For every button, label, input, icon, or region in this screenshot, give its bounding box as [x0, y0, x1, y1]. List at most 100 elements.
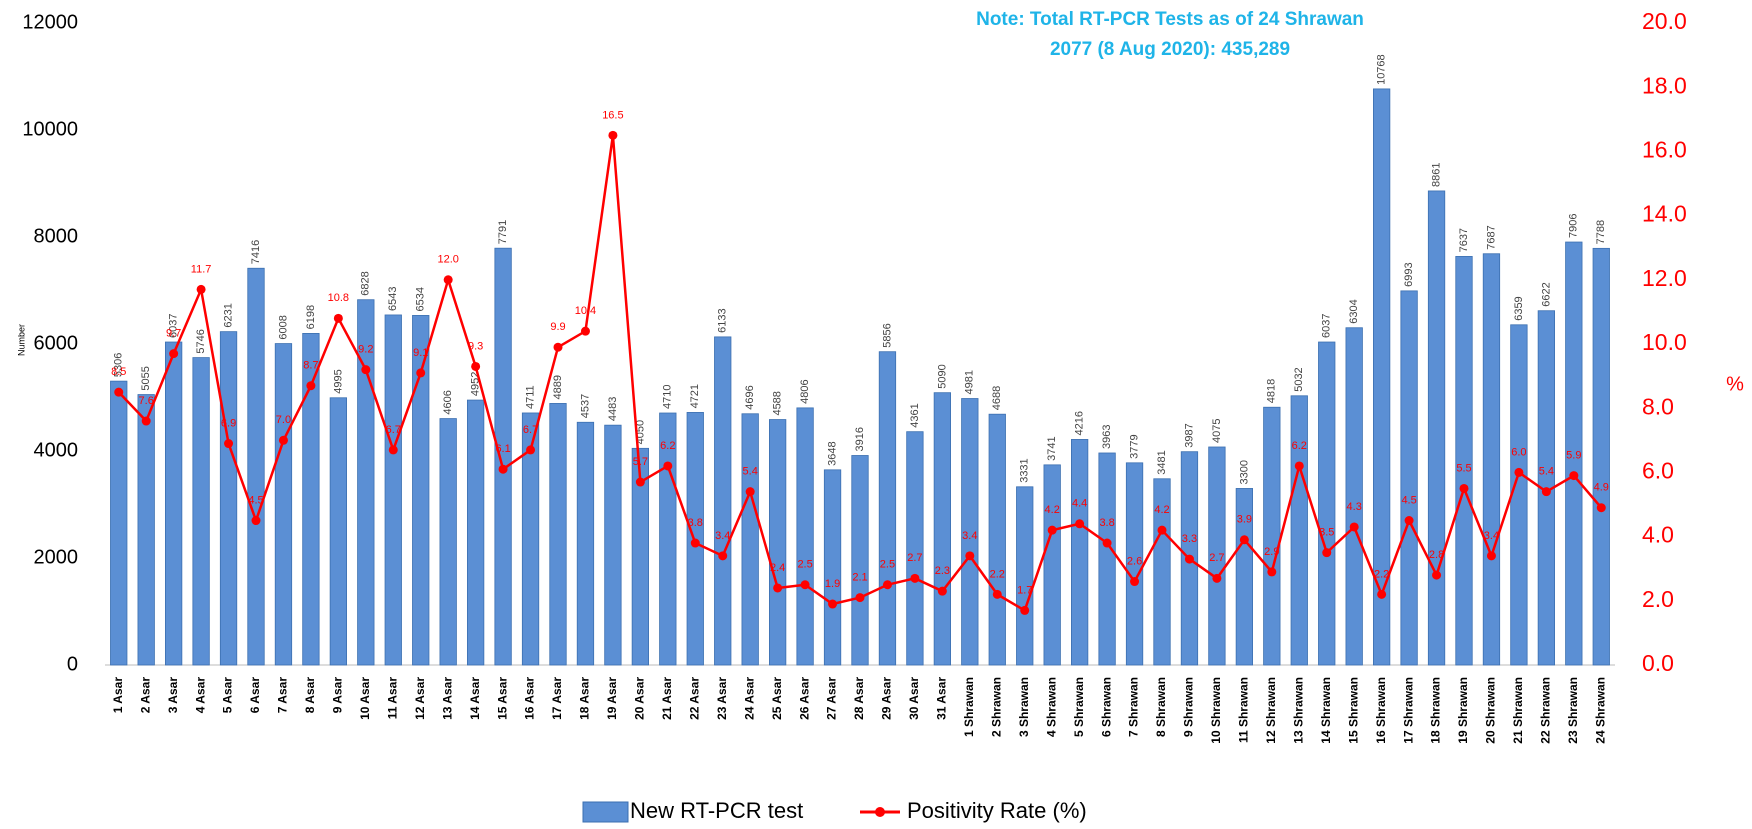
bar-label: 5055	[140, 366, 152, 390]
x-tick-label: 23 Shrawan	[1566, 677, 1580, 744]
point	[1047, 525, 1057, 535]
point	[361, 365, 371, 375]
x-tick-label: 11 Asar	[385, 677, 399, 720]
bar-label: 8861	[1430, 162, 1442, 186]
bar-label: 6622	[1540, 282, 1552, 306]
bar	[192, 357, 210, 666]
point	[1267, 567, 1277, 577]
point	[1322, 548, 1332, 558]
point-label: 5.5	[1456, 462, 1471, 474]
x-tick-label: 9 Asar	[331, 677, 345, 714]
bar	[1565, 241, 1583, 666]
x-tick-label: 21 Asar	[660, 677, 674, 720]
point-label: 16.5	[602, 109, 623, 121]
point	[937, 586, 947, 596]
point-label: 7.6	[139, 395, 154, 407]
legend-label: New RT-PCR test	[630, 798, 803, 823]
bar	[357, 299, 375, 666]
point	[443, 275, 453, 285]
x-tick-label: 16 Asar	[523, 677, 537, 720]
bar-label: 7687	[1485, 225, 1497, 249]
x-tick-label: 20 Asar	[633, 677, 647, 720]
x-tick-label: 25 Asar	[770, 677, 784, 720]
bar	[796, 407, 814, 666]
bar	[823, 469, 842, 666]
x-tick-label: 24 Shrawan	[1593, 677, 1607, 744]
point-label: 1.9	[825, 578, 840, 590]
y-tick-label: 8000	[34, 225, 79, 247]
point	[663, 461, 673, 471]
point-label: 3.4	[715, 530, 730, 542]
bar-label: 4889	[552, 375, 564, 399]
point	[388, 445, 398, 455]
bar	[1208, 446, 1226, 666]
point-label: 6.7	[386, 424, 401, 436]
point	[690, 538, 700, 548]
y2-tick-label: 2.0	[1642, 586, 1674, 612]
bar-label: 4721	[689, 384, 701, 408]
bar-label: 4711	[524, 385, 536, 409]
point-label: 9.9	[550, 321, 565, 333]
x-tick-label: 6 Shrawan	[1099, 677, 1113, 737]
bar-label: 4688	[991, 386, 1003, 410]
x-tick-label: 13 Shrawan	[1291, 677, 1305, 744]
x-tick-label: 27 Asar	[825, 677, 839, 720]
bar-label: 6304	[1348, 299, 1360, 323]
point	[1075, 519, 1085, 529]
bar-label: 7416	[250, 240, 262, 264]
point-label: 2.5	[797, 559, 812, 571]
bar	[274, 343, 293, 666]
x-tick-label: 1 Shrawan	[962, 677, 976, 737]
x-tick-label: 15 Shrawan	[1346, 677, 1360, 744]
bar	[329, 397, 347, 666]
x-tick-label: 2 Shrawan	[989, 677, 1003, 737]
bar-label: 6198	[305, 305, 317, 329]
x-tick-label: 8 Shrawan	[1154, 677, 1168, 737]
point-label: 3.4	[962, 530, 977, 542]
bar-label: 7791	[497, 220, 509, 244]
bar-label: 6037	[1321, 314, 1333, 338]
point-label: 2.8	[1429, 549, 1444, 561]
bar-label: 3648	[826, 441, 838, 465]
x-tick-label: 19 Shrawan	[1456, 677, 1470, 744]
bar-label: 4806	[799, 379, 811, 403]
point	[1596, 503, 1606, 513]
point-label: 6.1	[495, 443, 510, 455]
x-tick-label: 12 Shrawan	[1264, 677, 1278, 744]
y2-tick-label: 12.0	[1642, 265, 1687, 291]
bar-label: 6359	[1513, 296, 1525, 320]
x-tick-label: 13 Asar	[440, 677, 454, 720]
bar	[933, 392, 951, 666]
bar-label: 4981	[964, 370, 976, 394]
point	[141, 416, 151, 426]
bar-label: 3741	[1046, 436, 1058, 460]
bar	[302, 333, 320, 666]
x-tick-label: 29 Asar	[880, 677, 894, 720]
point-label: 11.7	[191, 263, 212, 275]
point	[745, 487, 755, 497]
point-label: 2.7	[907, 552, 922, 564]
x-tick-label: 22 Asar	[687, 677, 701, 720]
point-label: 4.2	[1045, 504, 1060, 516]
bar	[631, 447, 649, 666]
point	[1541, 487, 1551, 497]
point	[471, 361, 481, 371]
bar	[1427, 190, 1446, 666]
x-tick-label: 4 Shrawan	[1044, 677, 1058, 737]
point-label: 5.4	[1539, 466, 1554, 478]
point	[910, 573, 920, 583]
bar	[1345, 327, 1363, 666]
bar	[988, 413, 1006, 666]
x-tick-label: 1 Asar	[111, 677, 125, 714]
point-label: 8.7	[303, 360, 318, 372]
point	[855, 593, 865, 603]
x-tick-label: 12 Asar	[413, 677, 427, 720]
point	[882, 580, 892, 590]
bar-label: 6037	[168, 314, 180, 338]
point-label: 3.4	[1484, 530, 1499, 542]
point	[608, 130, 618, 140]
x-tick-label: 16 Shrawan	[1374, 677, 1388, 744]
bar	[604, 424, 622, 666]
point	[1404, 516, 1414, 526]
